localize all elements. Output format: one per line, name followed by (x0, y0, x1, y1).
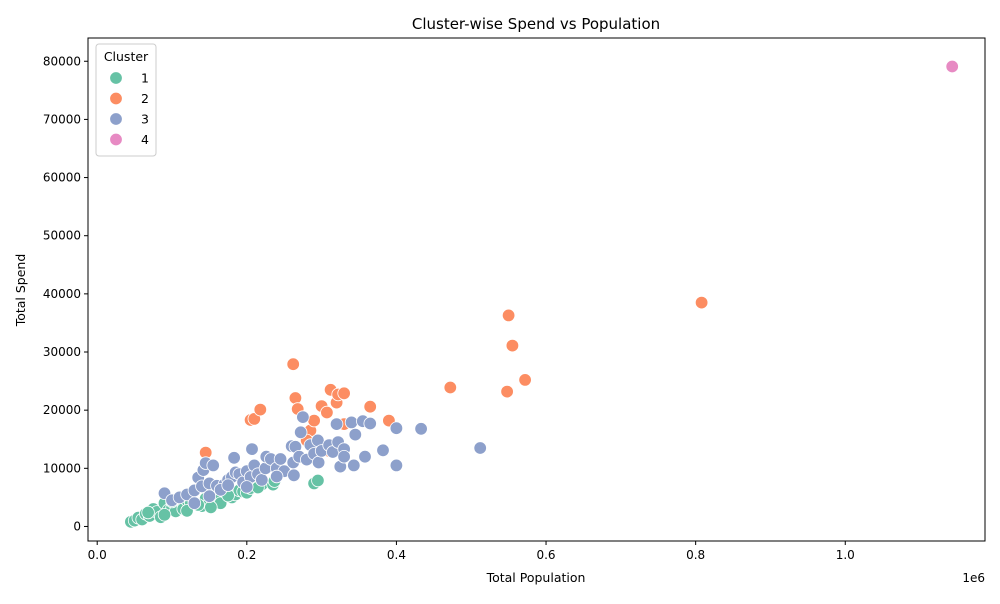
x-tick-label: 0.2 (237, 548, 256, 562)
y-tick-label: 0 (73, 519, 81, 533)
data-point (296, 410, 310, 424)
legend: Cluster 1 2 3 4 (95, 43, 157, 157)
data-point (500, 384, 514, 399)
y-tick-label: 40000 (43, 287, 81, 301)
data-point (287, 468, 301, 483)
y-tick-label: 60000 (43, 171, 81, 185)
x-axis-offset-label: 1e6 (962, 571, 985, 585)
y-axis-title: Total Spend (13, 254, 28, 328)
plot-area-frame (87, 37, 986, 542)
data-point (202, 489, 217, 503)
data-point (141, 505, 155, 520)
legend-marker (109, 71, 123, 85)
data-point (320, 405, 334, 420)
data-point (337, 386, 351, 401)
data-point (294, 425, 308, 440)
x-axis-title: Total Population (486, 570, 586, 585)
y-tick-label: 80000 (43, 54, 81, 68)
x-axis: 0.0 0.2 0.4 0.6 0.8 1.0 (88, 541, 855, 562)
data-point (245, 442, 259, 456)
data-point (473, 441, 487, 455)
data-point (273, 452, 288, 466)
y-tick-label: 70000 (43, 112, 81, 126)
data-point (311, 455, 326, 470)
data-point (270, 469, 284, 484)
data-point (307, 413, 321, 428)
legend-marker (109, 91, 123, 106)
data-point (363, 416, 377, 431)
data-point (363, 400, 377, 414)
y-tick-label: 10000 (43, 461, 81, 475)
data-point (187, 496, 202, 510)
chart-title: Cluster-wise Spend vs Population (412, 15, 660, 33)
data-point (518, 373, 532, 387)
x-tick-label: 0.6 (536, 548, 555, 562)
data-point (945, 59, 959, 74)
x-tick-label: 0.0 (88, 548, 107, 562)
x-tick-label: 0.8 (686, 548, 705, 562)
data-point (344, 415, 359, 430)
data-point (505, 338, 520, 353)
y-axis: 0 10000 20000 30000 40000 50000 60000 70000 8000… (43, 54, 88, 533)
data-point (253, 402, 267, 417)
data-point (286, 357, 300, 371)
series-2 (198, 295, 709, 460)
data-point (329, 417, 344, 431)
series-3 (157, 410, 487, 510)
data-point (443, 380, 458, 395)
data-point (389, 458, 404, 473)
legend-label: 2 (141, 91, 149, 106)
x-tick-label: 0.4 (387, 548, 406, 562)
x-tick-label: 1.0 (836, 548, 855, 562)
data-point (414, 422, 428, 436)
y-tick-label: 30000 (43, 345, 81, 359)
legend-title: Cluster (104, 49, 149, 64)
data-point (247, 412, 262, 426)
series-4 (945, 59, 959, 74)
data-point (389, 421, 404, 435)
y-tick-label: 20000 (43, 403, 81, 417)
data-point (358, 450, 372, 464)
data-point (227, 451, 241, 465)
data-point (501, 308, 516, 323)
legend-marker (109, 132, 123, 147)
legend-entries: 1 2 3 4 (109, 71, 149, 147)
legend-label: 1 (141, 71, 149, 86)
points-layer (124, 59, 959, 529)
data-point (348, 427, 363, 442)
legend-label: 3 (141, 112, 149, 127)
data-point (204, 500, 218, 515)
data-point (694, 295, 709, 310)
data-point (157, 508, 172, 522)
legend-label: 4 (141, 132, 149, 147)
y-tick-label: 50000 (43, 229, 81, 243)
data-point (240, 480, 254, 494)
data-point (311, 473, 325, 488)
data-point (255, 473, 269, 487)
data-point (337, 450, 351, 464)
data-point (347, 458, 361, 473)
legend-marker (109, 112, 123, 126)
data-point (288, 391, 303, 405)
data-point (206, 458, 220, 473)
series-1 (124, 473, 325, 529)
data-point (221, 478, 235, 492)
legend-box (95, 43, 157, 157)
data-point (376, 443, 390, 458)
